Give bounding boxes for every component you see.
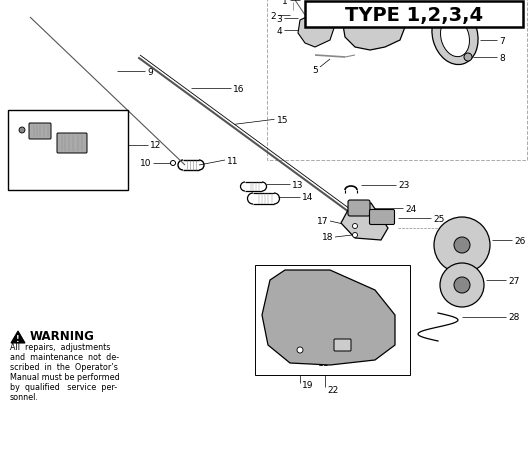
Text: 22: 22 [327, 386, 338, 394]
Text: 7: 7 [499, 36, 505, 46]
Text: 6: 6 [480, 1, 486, 10]
Text: 1: 1 [282, 0, 288, 5]
Text: Manual must be performed: Manual must be performed [10, 373, 120, 382]
Text: 26: 26 [514, 236, 525, 245]
Polygon shape [11, 331, 25, 343]
Text: 10: 10 [139, 159, 151, 168]
Text: 25: 25 [433, 214, 445, 223]
Text: scribed  in  the  Operator’s: scribed in the Operator’s [10, 363, 118, 372]
Text: All  repairs,  adjustments: All repairs, adjustments [10, 343, 110, 352]
FancyBboxPatch shape [370, 210, 394, 225]
Circle shape [171, 161, 175, 166]
Polygon shape [341, 203, 388, 241]
Text: 9: 9 [147, 67, 153, 76]
Text: 27: 27 [508, 276, 520, 285]
Text: 20: 20 [372, 341, 383, 350]
Text: !: ! [16, 335, 20, 344]
Text: 14: 14 [302, 193, 314, 202]
FancyBboxPatch shape [29, 124, 51, 140]
Text: 11: 11 [227, 156, 239, 165]
Ellipse shape [432, 6, 478, 66]
Circle shape [454, 278, 470, 293]
FancyBboxPatch shape [57, 134, 87, 154]
Circle shape [464, 54, 472, 62]
Polygon shape [262, 270, 395, 365]
FancyBboxPatch shape [348, 201, 370, 217]
Text: 18: 18 [322, 233, 333, 242]
Circle shape [434, 217, 490, 273]
Bar [8, 111, 128, 191]
Ellipse shape [440, 18, 469, 57]
Text: WARNING: WARNING [30, 329, 95, 342]
Text: 3: 3 [276, 15, 282, 24]
Circle shape [19, 128, 25, 134]
Text: 4: 4 [276, 26, 282, 35]
Text: 8: 8 [499, 53, 505, 62]
Circle shape [297, 347, 303, 353]
Text: TYPE 1,2,3,4: TYPE 1,2,3,4 [345, 5, 483, 25]
Bar [305, 2, 523, 28]
Polygon shape [343, 6, 405, 51]
FancyBboxPatch shape [334, 339, 351, 351]
Text: 24: 24 [405, 204, 416, 213]
Circle shape [353, 233, 357, 238]
Text: 13: 13 [292, 180, 304, 189]
Text: 16: 16 [233, 85, 245, 94]
Text: 23: 23 [398, 181, 409, 190]
Circle shape [353, 224, 357, 229]
Text: 19: 19 [302, 381, 314, 389]
Text: 11: 11 [318, 359, 329, 368]
Text: and  maintenance  not  de-: and maintenance not de- [10, 353, 119, 362]
Text: 17: 17 [316, 217, 328, 226]
Circle shape [454, 238, 470, 253]
Text: 15: 15 [277, 116, 288, 125]
Bar [255, 265, 410, 375]
Text: 5: 5 [312, 66, 318, 74]
Text: 28: 28 [508, 313, 520, 322]
Text: by  qualified   service  per-: by qualified service per- [10, 383, 117, 392]
Text: 12: 12 [150, 141, 162, 150]
Circle shape [440, 263, 484, 307]
Text: sonnel.: sonnel. [10, 393, 39, 402]
Polygon shape [298, 14, 335, 48]
Text: 2: 2 [270, 11, 276, 20]
Text: 21: 21 [339, 351, 351, 360]
